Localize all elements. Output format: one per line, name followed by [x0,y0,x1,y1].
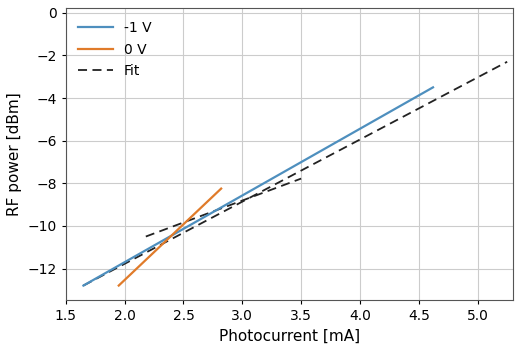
-1 V [80,284,86,288]
0 V [176,226,183,230]
-1 V [397,104,404,108]
Y-axis label: RF power [dBm]: RF power [dBm] [7,93,22,216]
-1 V [289,165,295,170]
-1 V [82,283,88,287]
0 V [218,186,224,191]
0 V [178,224,185,228]
-1 V [294,162,301,166]
X-axis label: Photocurrent [mA]: Photocurrent [mA] [219,329,360,344]
0 V [177,226,183,230]
Line: -1 V: -1 V [83,87,433,286]
0 V [202,202,208,206]
Line: 0 V: 0 V [119,188,221,286]
-1 V [375,117,381,121]
-1 V [287,166,293,170]
0 V [115,284,122,288]
0 V [116,283,122,287]
Legend: -1 V, 0 V, Fit: -1 V, 0 V, Fit [73,15,157,84]
-1 V [430,85,436,90]
0 V [209,196,215,200]
